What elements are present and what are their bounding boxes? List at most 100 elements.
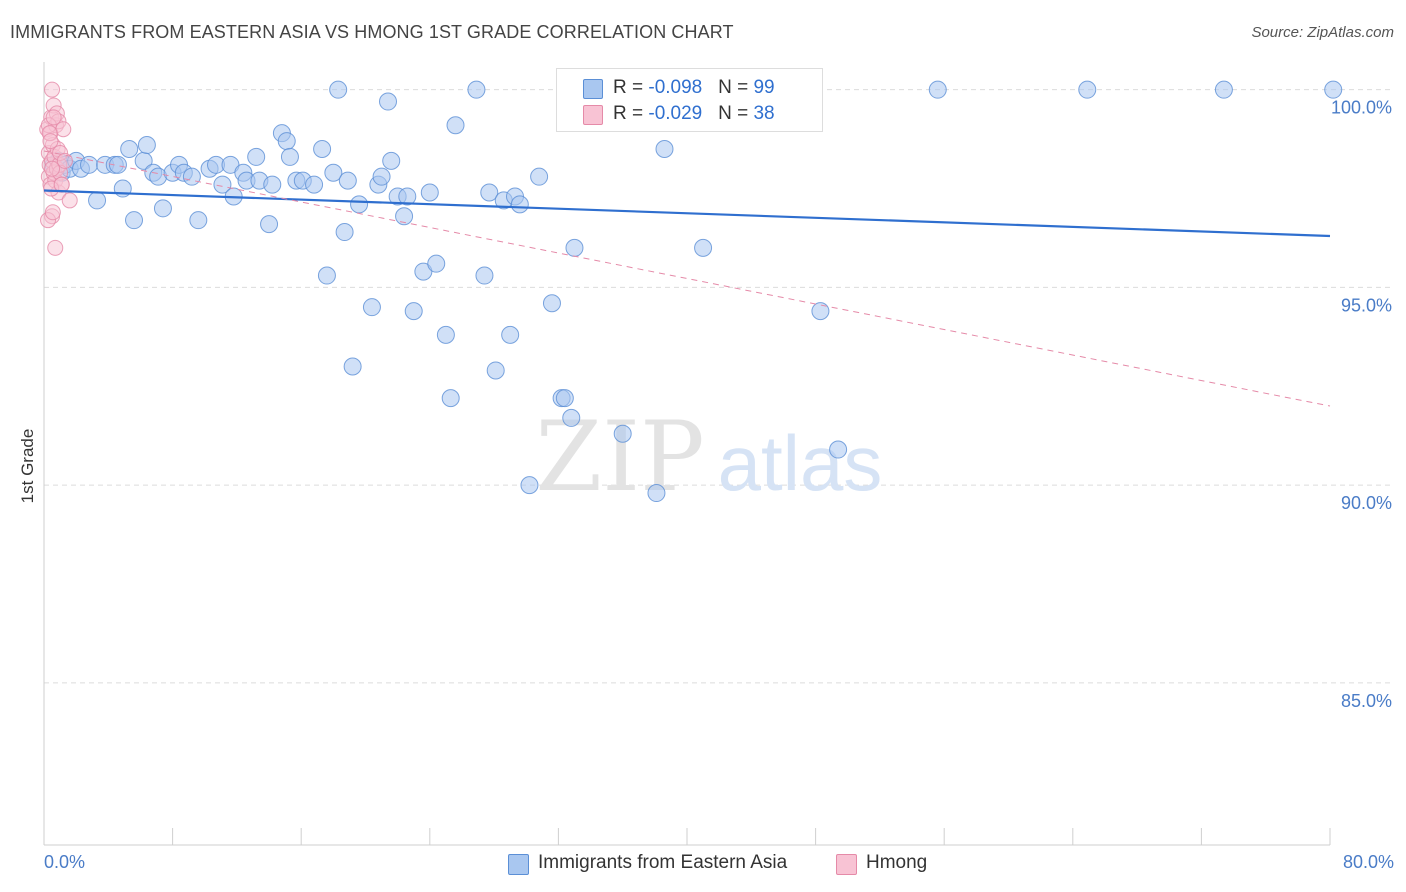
legend-swatch-blue: [583, 79, 603, 99]
data-point-eastern-asia: [404, 302, 423, 321]
data-point-eastern-asia: [335, 223, 354, 242]
data-point-eastern-asia: [338, 171, 357, 190]
chart-title: IMMIGRANTS FROM EASTERN ASIA VS HMONG 1S…: [10, 22, 734, 42]
data-point-eastern-asia: [480, 183, 499, 202]
data-point-eastern-asia: [362, 298, 381, 317]
data-point-eastern-asia: [530, 167, 549, 186]
data-point-hmong: [45, 109, 62, 126]
data-point-eastern-asia: [108, 155, 127, 174]
data-point-eastern-asia: [441, 389, 460, 408]
trend-lines: [43, 150, 1331, 407]
data-point-eastern-asia: [829, 440, 848, 459]
data-point-eastern-asia: [655, 140, 674, 158]
data-point-hmong: [44, 160, 61, 177]
y-tick-label: 85.0%: [1341, 691, 1392, 711]
data-point-eastern-asia: [501, 325, 520, 344]
data-point-eastern-asia: [475, 266, 494, 285]
data-point-eastern-asia: [153, 199, 172, 218]
data-point-eastern-asia: [329, 80, 348, 99]
data-point-eastern-asia: [120, 140, 139, 158]
data-point-eastern-asia: [189, 211, 208, 230]
data-point-eastern-asia: [467, 80, 486, 99]
data-point-eastern-asia: [928, 80, 947, 99]
data-point-eastern-asia: [420, 183, 439, 202]
x-axis-min-label: 0.0%: [44, 852, 86, 872]
data-point-eastern-asia: [382, 151, 401, 170]
data-point-eastern-asia: [280, 147, 299, 166]
data-point-hmong: [44, 81, 61, 98]
data-point-eastern-asia: [436, 325, 455, 344]
legend-label: Hmong: [866, 852, 928, 873]
data-point-eastern-asia: [277, 132, 296, 151]
data-point-eastern-asia: [647, 484, 666, 503]
data-point-eastern-asia: [247, 147, 266, 166]
data-point-hmong: [42, 133, 59, 150]
data-point-eastern-asia: [613, 424, 632, 443]
watermark-zip: ZIP: [535, 401, 704, 513]
data-point-eastern-asia: [562, 408, 581, 427]
stats-legend: R = -0.098 N = 99 R = -0.029 N = 38: [556, 68, 823, 132]
legend-stats-text: R = -0.029 N = 38: [613, 103, 775, 124]
data-point-eastern-asia: [350, 195, 369, 214]
data-point-eastern-asia: [137, 136, 156, 155]
trend-line-hmong: [43, 150, 1331, 407]
x-axis-max-label: 80.0%: [1342, 852, 1394, 872]
legend-swatch-pink: [836, 854, 857, 875]
data-point-eastern-asia: [486, 361, 505, 380]
data-point-eastern-asia: [221, 155, 240, 174]
y-axis-label: 1st Grade: [18, 428, 37, 504]
chart-source: Source: ZipAtlas.com: [1251, 24, 1394, 41]
data-point-hmong: [61, 192, 78, 209]
data-point-eastern-asia: [213, 175, 232, 194]
legend-r-value: -0.098: [648, 77, 703, 98]
trend-line-eastern-asia: [43, 189, 1331, 238]
data-point-eastern-asia: [542, 294, 561, 313]
watermark-atlas: atlas: [718, 419, 883, 507]
legend-n-value: 99: [753, 77, 775, 98]
y-tick-label: 100.0%: [1331, 98, 1392, 118]
data-point-eastern-asia: [305, 175, 324, 194]
data-point-eastern-asia: [694, 238, 713, 257]
legend-label: Immigrants from Eastern Asia: [538, 852, 788, 873]
data-point-eastern-asia: [414, 262, 433, 281]
legend-swatch-blue: [508, 854, 529, 875]
data-point-eastern-asia: [1078, 80, 1097, 99]
data-point-hmong: [44, 204, 61, 221]
data-point-hmong: [56, 152, 73, 169]
data-point-eastern-asia: [343, 357, 362, 376]
data-point-eastern-asia: [182, 167, 201, 186]
data-point-eastern-asia: [446, 116, 465, 135]
legend-stats-text: R = -0.098 N = 99: [613, 77, 775, 98]
legend-r-value: -0.029: [648, 103, 703, 124]
data-point-eastern-asia: [510, 195, 529, 214]
legend-swatch-pink: [583, 105, 603, 125]
data-point-eastern-asia: [317, 266, 336, 285]
axes: [43, 62, 1331, 846]
data-point-eastern-asia: [520, 476, 539, 495]
data-point-eastern-asia: [1324, 80, 1343, 99]
data-point-hmong: [53, 176, 70, 193]
data-points: [39, 80, 1343, 503]
data-point-eastern-asia: [398, 187, 417, 206]
watermark: ZIP atlas: [535, 401, 882, 513]
data-point-eastern-asia: [372, 167, 391, 186]
data-point-eastern-asia: [80, 155, 99, 174]
y-tick-labels: 100.0% 95.0% 90.0% 85.0%: [1331, 98, 1392, 711]
legend-n-value: 38: [753, 103, 775, 124]
data-point-hmong: [47, 239, 64, 256]
series-legend: Immigrants from Eastern Asia Hmong: [0, 852, 1406, 876]
data-point-eastern-asia: [313, 140, 332, 158]
data-point-eastern-asia: [427, 254, 446, 273]
data-point-eastern-asia: [555, 389, 574, 408]
y-tick-label: 90.0%: [1341, 493, 1392, 513]
series-hmong: [39, 81, 78, 256]
data-point-eastern-asia: [565, 238, 584, 257]
data-point-eastern-asia: [88, 191, 107, 210]
data-point-eastern-asia: [395, 207, 414, 226]
y-tick-label: 95.0%: [1341, 295, 1392, 315]
data-point-eastern-asia: [263, 175, 282, 194]
data-point-eastern-asia: [324, 163, 343, 182]
data-point-eastern-asia: [1214, 80, 1233, 99]
data-point-eastern-asia: [125, 211, 144, 230]
